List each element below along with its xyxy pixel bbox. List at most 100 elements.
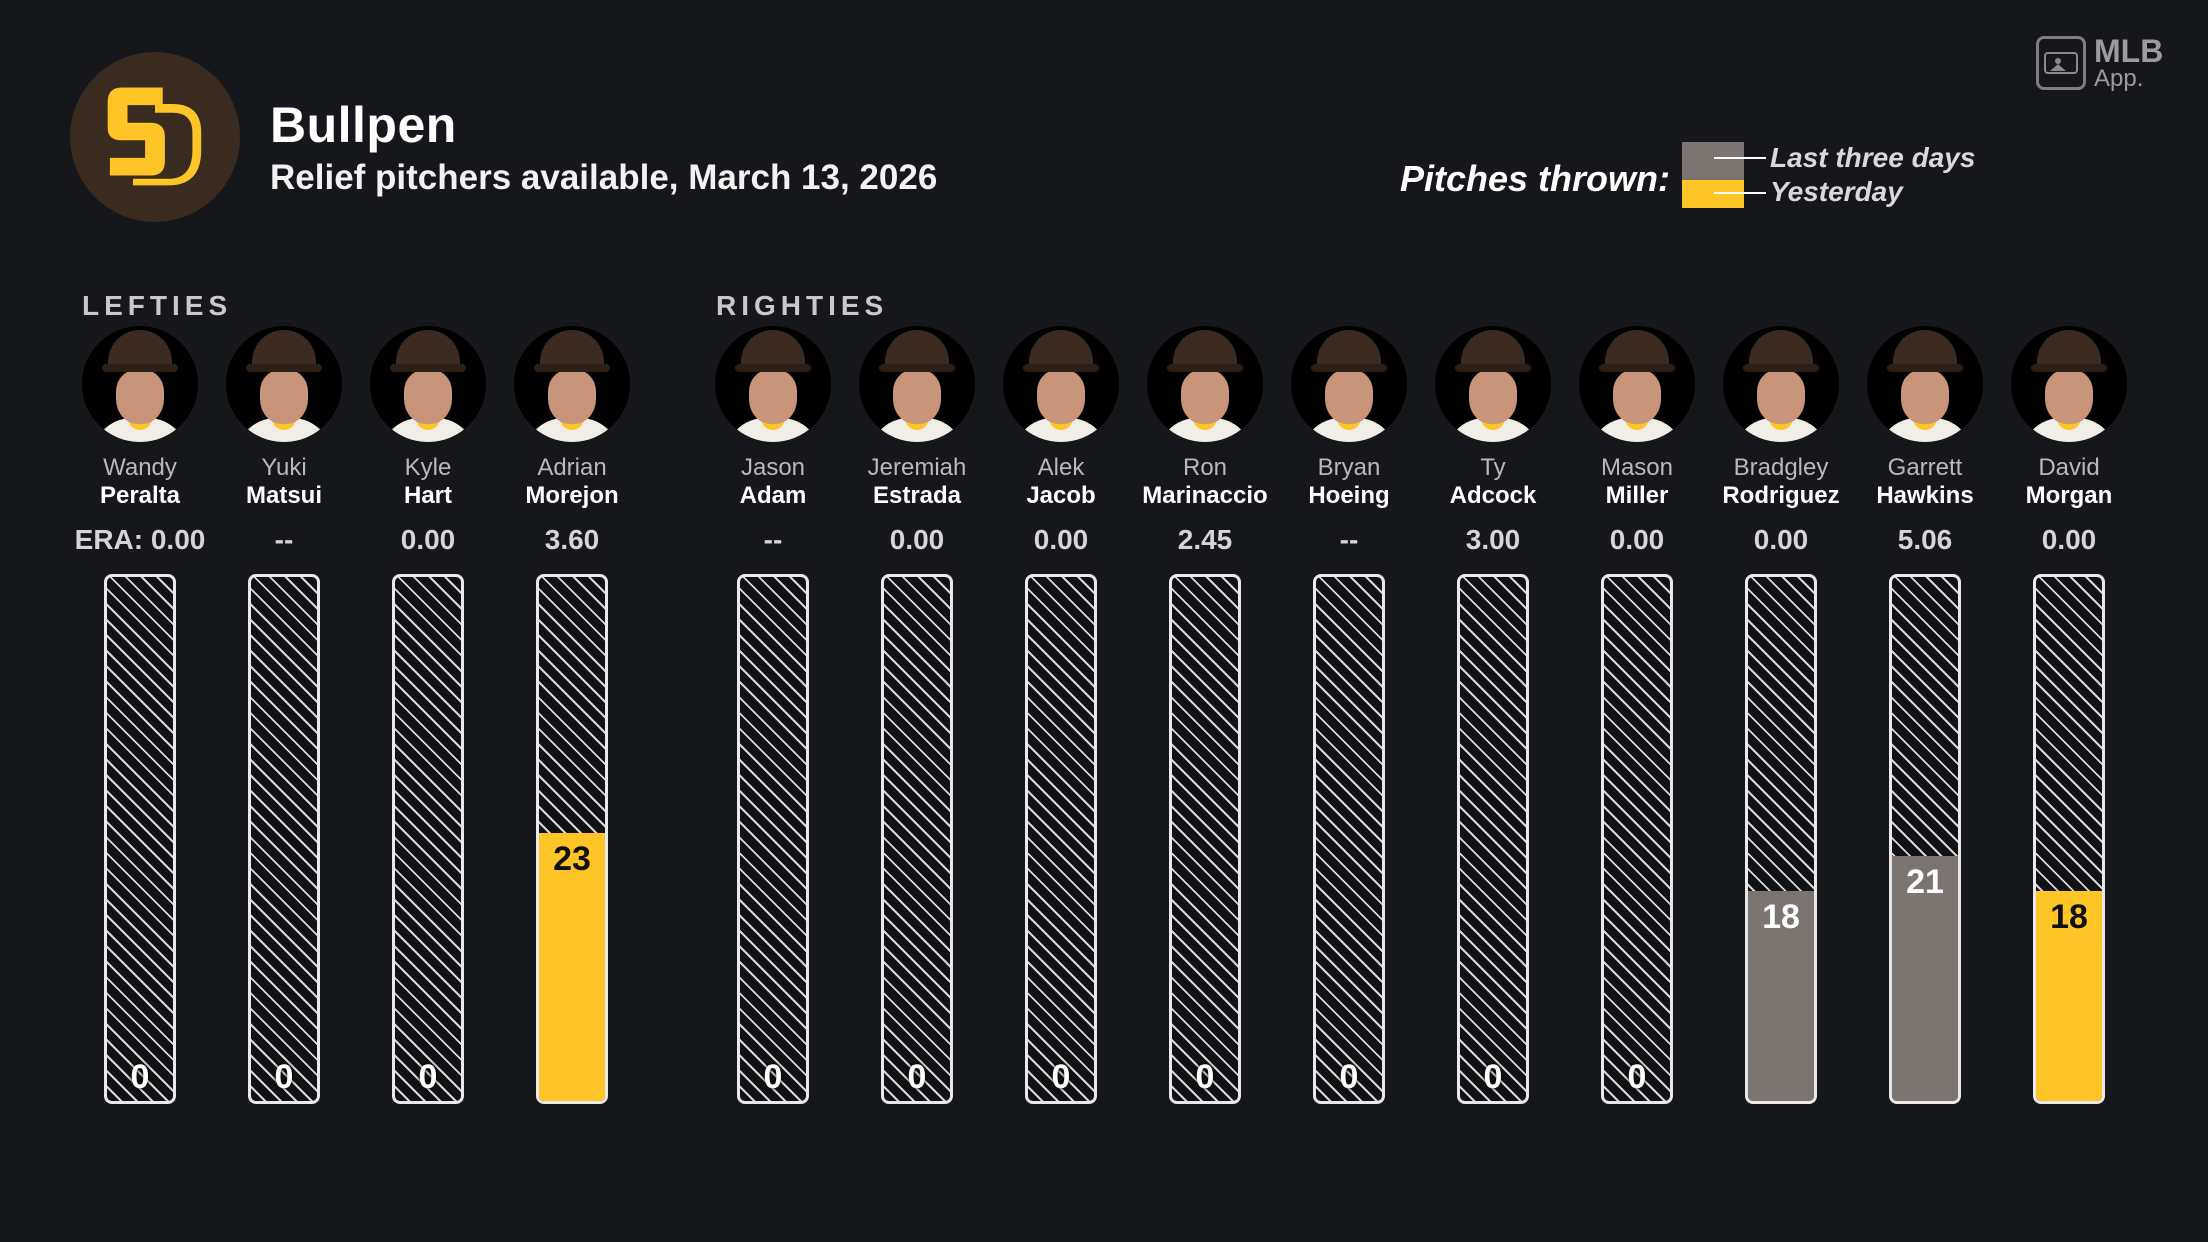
pitch-count-label: 0 (130, 1058, 150, 1096)
pitch-count-label: 0 (418, 1058, 438, 1096)
pitch-count-label: 23 (553, 840, 591, 878)
pitcher-column: Wandy Peralta ERA: 0.00 (68, 326, 212, 556)
pitcher-era: 3.60 (544, 524, 600, 555)
pitcher-last-name: Adam (739, 482, 807, 509)
pitcher-column: Kyle Hart 0.00 (356, 326, 500, 556)
pitcher-column: Adrian Morejon 3.60 (500, 326, 644, 556)
pitcher-first-name: Yuki (261, 454, 307, 481)
page-subtitle: Relief pitchers available, March 13, 202… (270, 158, 938, 197)
pitcher-last-name: Peralta (99, 482, 181, 509)
pitcher-last-name: Miller (1605, 482, 1669, 509)
pitcher-last-name: Matsui (245, 482, 322, 509)
mlb-logo-icon (2036, 36, 2086, 90)
pitcher-avatar (2011, 326, 2127, 442)
pitch-count-bar: 18 (1745, 574, 1817, 1104)
legend-leader-line (1714, 192, 1766, 194)
pitcher-avatar (1435, 326, 1551, 442)
pitcher-column: David Morgan 0.00 (1997, 326, 2141, 556)
pitcher-last-name: Hart (403, 482, 452, 509)
pitcher-avatar (1579, 326, 1695, 442)
pitcher-first-name: Mason (1600, 454, 1674, 481)
group-label-righties: RIGHTIES (716, 290, 889, 321)
pitcher-column: Jeremiah Estrada 0.00 (845, 326, 989, 556)
pitch-count-label: 18 (2050, 898, 2088, 936)
pitcher-first-name: Garrett (1887, 454, 1963, 481)
pitch-count-label: 0 (1627, 1058, 1647, 1096)
pitcher-last-name: Jacob (1026, 482, 1096, 509)
group-label-lefties: LEFTIES (82, 290, 233, 321)
pitcher-first-name: Bryan (1317, 454, 1381, 481)
bar-fill (1748, 891, 1814, 1101)
pitcher-era: -- (274, 524, 294, 555)
pitcher-era: 0.00 (400, 524, 456, 555)
mlb-badge-line1: MLB (2094, 33, 2164, 69)
pitcher-first-name: Kyle (404, 454, 452, 481)
pitcher-last-name: Morejon (525, 482, 619, 509)
pitcher-first-name: Adrian (537, 454, 607, 481)
pitcher-first-name: David (2038, 454, 2100, 481)
pitcher-last-name: Hawkins (1876, 482, 1974, 509)
pitcher-era: -- (1339, 524, 1359, 555)
pitch-count-label: 0 (1195, 1058, 1215, 1096)
pitcher-avatar (1291, 326, 1407, 442)
pitch-count-bar: 0 (737, 574, 809, 1104)
pitcher-first-name: Jason (740, 454, 806, 481)
pitcher-first-name: Ron (1182, 454, 1228, 481)
legend-label-yesterday: Yesterday (1770, 176, 1903, 207)
pitcher-era: 0.00 (889, 524, 945, 555)
pitch-count-bar: 0 (1457, 574, 1529, 1104)
padres-sd-icon (107, 87, 202, 186)
pitcher-column: Bradgley Rodriguez 0.00 (1709, 326, 1853, 556)
pitcher-first-name: Bradgley (1733, 454, 1829, 481)
legend-label-last-three-days: Last three days (1770, 142, 1976, 173)
pitcher-avatar (514, 326, 630, 442)
legend-swatch-yesterday (1682, 180, 1744, 208)
pitch-count-label: 0 (907, 1058, 927, 1096)
mlb-app-badge: MLB App. (2036, 30, 2176, 96)
pitcher-column: Ron Marinaccio 2.45 (1133, 326, 1277, 556)
pitch-count-label: 18 (1762, 898, 1800, 936)
pitcher-era: 0.00 (2041, 524, 2097, 555)
pitcher-avatar (1147, 326, 1263, 442)
pitcher-last-name: Adcock (1449, 482, 1537, 509)
legend-title: Pitches thrown: (1400, 158, 1671, 199)
legend-swatch-last-three-days (1682, 142, 1744, 180)
pitch-count-bar: 0 (1601, 574, 1673, 1104)
pitcher-avatar (1723, 326, 1839, 442)
pitcher-last-name: Marinaccio (1142, 482, 1268, 509)
pitcher-era: 3.00 (1465, 524, 1521, 555)
pitcher-column: Alek Jacob 0.00 (989, 326, 1133, 556)
pitcher-column: Jason Adam -- (701, 326, 845, 556)
pitch-count-label: 0 (1051, 1058, 1071, 1096)
pitch-count-bar: 18 (2033, 574, 2105, 1104)
pitcher-first-name: Jeremiah (867, 454, 967, 481)
bar-fill (1892, 856, 1958, 1101)
pitch-count-bar: 0 (1025, 574, 1097, 1104)
pitcher-last-name: Hoeing (1308, 482, 1390, 509)
pitcher-avatar (715, 326, 831, 442)
pitcher-era: 2.45 (1177, 524, 1233, 555)
page-title: Bullpen (270, 97, 457, 153)
pitch-count-bar: 0 (248, 574, 320, 1104)
pitcher-era: 0.00 (1033, 524, 1089, 555)
pitch-count-bar: 21 (1889, 574, 1961, 1104)
legend-leader-line (1714, 157, 1766, 159)
pitcher-first-name: Wandy (103, 454, 177, 481)
pitcher-column: Garrett Hawkins 5.06 (1853, 326, 1997, 556)
pitcher-era: 5.06 (1897, 524, 1953, 555)
pitcher-column: Yuki Matsui -- (212, 326, 356, 556)
pitcher-avatar (370, 326, 486, 442)
pitcher-era: ERA: 0.00 (74, 524, 206, 555)
bar-fill (539, 833, 605, 1101)
pitcher-last-name: Morgan (2025, 482, 2113, 509)
pitch-count-label: 0 (1339, 1058, 1359, 1096)
pitcher-column: Ty Adcock 3.00 (1421, 326, 1565, 556)
pitcher-avatar (82, 326, 198, 442)
mlb-badge-line2: App. (2094, 65, 2144, 92)
pitch-count-bar: 0 (104, 574, 176, 1104)
pitcher-era: -- (763, 524, 783, 555)
pitcher-last-name: Estrada (872, 482, 962, 509)
pitch-count-bar: 0 (392, 574, 464, 1104)
pitcher-first-name: Alek (1037, 454, 1085, 481)
pitcher-column: Bryan Hoeing -- (1277, 326, 1421, 556)
